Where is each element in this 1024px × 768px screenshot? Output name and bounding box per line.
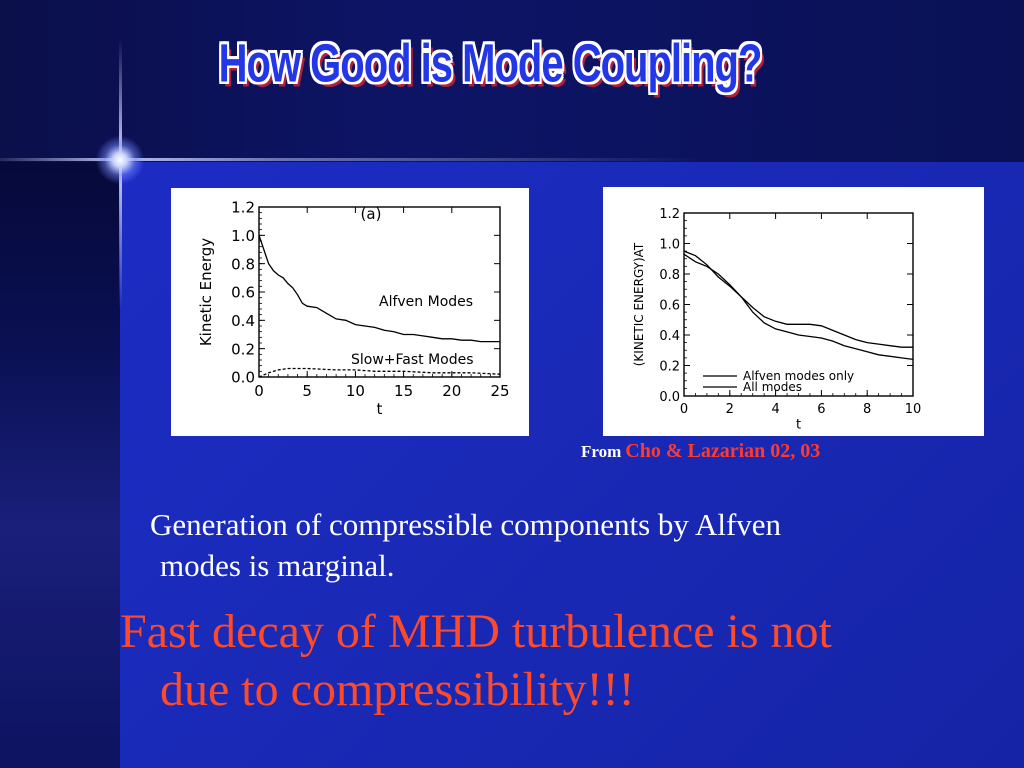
legend-entry-2: All modes (743, 380, 802, 394)
slide-title: How Good is Mode Coupling? (218, 34, 763, 94)
annotation-alfven-modes: Alfven Modes (379, 294, 473, 310)
x-tick-label: 25 (490, 382, 509, 400)
x-axis-label: t (377, 400, 383, 418)
emphasis-line-2: due to compressibility!!! (160, 663, 635, 716)
y-axis-label: Kinetic Energy (197, 238, 215, 346)
paragraph-line-2: modes is marginal. (160, 548, 395, 583)
y-tick-label: 0.0 (231, 369, 255, 387)
figure-left: 0 5 10 15 20 25 0.0 0.2 0.4 0.6 0.8 1.0 1.2 t Kinetic … (171, 188, 529, 436)
body-paragraph: Generation of compressible components by… (150, 504, 990, 586)
y-tick-label: 0.0 (659, 390, 680, 405)
figure-credit: From Cho & Lazarian 02, 03 (581, 440, 820, 463)
emphasis-statement: Fast decay of MHD turbulence is not due … (120, 603, 1010, 719)
y-tick-label: 0.4 (231, 312, 255, 330)
credit-citation: Cho & Lazarian 02, 03 (625, 440, 821, 462)
x-tick-label: 2 (726, 402, 734, 417)
x-tick-label: 5 (302, 382, 312, 400)
legend-entry-1: Alfven modes only (743, 369, 854, 383)
star-flare-horizontal (0, 158, 700, 161)
series-line-2 (683, 253, 914, 361)
annotation-slow-fast-modes: Slow+Fast Modes (351, 352, 474, 368)
x-tick-label: 6 (817, 402, 825, 417)
y-tick-label: 0.8 (659, 268, 680, 283)
x-tick-label: 10 (346, 382, 365, 400)
x-tick-label: 0 (680, 402, 688, 417)
star-icon (96, 136, 144, 184)
y-axis-label: (KINETIC ENERGY)AT (632, 242, 646, 366)
y-tick-label: 0.6 (659, 298, 680, 313)
emphasis-line-1: Fast decay of MHD turbulence is not (120, 605, 832, 658)
y-tick-label: 0.4 (659, 329, 680, 344)
x-tick-label: 15 (394, 382, 413, 400)
header-band (0, 0, 1024, 162)
y-tick-label: 1.0 (231, 227, 255, 245)
x-tick-label: 20 (442, 382, 461, 400)
panel-label: (a) (361, 205, 382, 223)
y-tick-label: 0.6 (231, 284, 255, 302)
series-line-1 (683, 250, 913, 348)
figure-right: 0 2 4 6 8 10 0.0 0.2 0.4 0.6 0.8 1.0 1.2 t (KINETIC EN… (603, 187, 984, 436)
y-tick-label: 1.2 (231, 199, 255, 217)
x-tick-label: 4 (771, 402, 779, 417)
paragraph-line-1: Generation of compressible components by… (150, 507, 782, 542)
kinetic-energy-chart-b: 0 2 4 6 8 10 0.0 0.2 0.4 0.6 0.8 1.0 1.2 t (KINETIC EN… (632, 207, 922, 433)
credit-prefix: From (581, 442, 622, 461)
y-tick-label: 1.2 (659, 207, 680, 222)
y-tick-label: 0.2 (231, 340, 255, 358)
x-tick-label: 0 (254, 382, 264, 400)
y-tick-label: 0.2 (659, 359, 680, 374)
series-line-1 (258, 235, 500, 343)
x-tick-label: 8 (863, 402, 871, 417)
left-band (0, 162, 120, 768)
y-tick-label: 1.0 (659, 237, 680, 252)
x-axis-label: t (796, 418, 801, 433)
kinetic-energy-chart-a: 0 5 10 15 20 25 0.0 0.2 0.4 0.6 0.8 1.0 1.2 t Kinetic … (197, 199, 510, 418)
series-line-2 (258, 367, 501, 378)
y-tick-label: 0.8 (231, 255, 255, 273)
x-tick-label: 10 (905, 402, 922, 417)
